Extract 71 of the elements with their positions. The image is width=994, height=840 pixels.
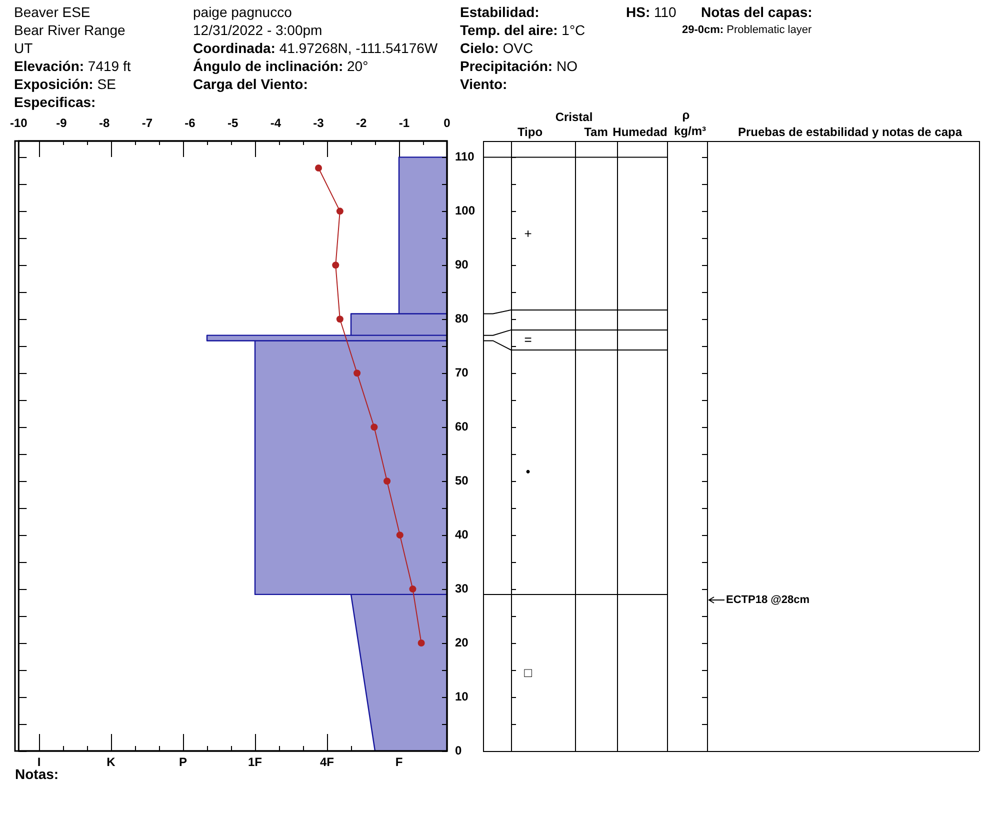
text: Bear River Range <box>14 21 126 39</box>
x-tick-label: -3 <box>313 116 324 130</box>
x-tick-label: -9 <box>56 116 68 130</box>
text: Elevación: 7419 ft <box>14 57 131 75</box>
text: Precipitación: NO <box>460 57 578 75</box>
x-tick-label: -4 <box>270 116 282 130</box>
text: Notas del capas: <box>701 4 812 20</box>
x-tick-label: -5 <box>228 116 238 130</box>
text: 4F <box>320 755 334 769</box>
text: □ <box>524 664 532 680</box>
text: Cielo: OVC <box>460 39 534 57</box>
x-tick-label: -8 <box>99 116 110 130</box>
y-tick-label: 60 <box>455 419 469 434</box>
y-tick-label: 20 <box>455 635 469 650</box>
y-tick-label: 110 <box>455 150 475 164</box>
text: Cristal <box>555 110 593 124</box>
text: Coordinada: 41.97268N, -111.54176W <box>193 39 438 57</box>
y-tick-label: 10 <box>455 689 469 704</box>
text: paige pagnucco <box>193 3 292 21</box>
point <box>418 640 425 647</box>
point <box>370 424 378 431</box>
text: P <box>178 755 188 769</box>
text: I <box>37 755 41 769</box>
point <box>336 316 344 323</box>
x-tick-label: -6 <box>184 116 196 130</box>
x-tick-label: -2 <box>356 116 367 130</box>
x-tick-label: -7 <box>142 116 153 130</box>
point <box>332 262 340 269</box>
text: Tam <box>584 125 608 139</box>
text: Pruebas de estabilidad y notas de capa <box>738 125 962 139</box>
text: Estabilidad: <box>460 4 540 20</box>
text: 12/31/2022 - 3:00pm <box>193 21 322 39</box>
y-tick-label: 80 <box>455 311 469 326</box>
text: ρ <box>682 108 690 122</box>
text: 1F <box>248 755 262 769</box>
text: • <box>526 464 530 480</box>
text: ECTP18 @28cm <box>726 593 810 607</box>
text: 29-0cm: Problematic layer <box>682 23 812 37</box>
x-tick-label: -1 <box>398 116 410 130</box>
point <box>354 370 361 377</box>
text: K <box>106 755 116 769</box>
y-tick-label: 0 <box>455 743 462 758</box>
text: + <box>524 226 532 241</box>
text: kg/m³ <box>674 124 706 138</box>
text: Especificas: <box>14 94 96 110</box>
point <box>336 208 344 215</box>
text: Temp. del aire: 1°C <box>460 21 586 39</box>
text: Ángulo de inclinación: 20° <box>193 57 368 75</box>
point <box>384 478 391 485</box>
text: Beaver ESE <box>14 3 90 21</box>
text: Humedad <box>612 125 668 139</box>
text: UT <box>14 39 33 57</box>
point <box>315 164 322 172</box>
text: Notas: <box>15 766 59 782</box>
text: Exposición: SE <box>14 75 116 93</box>
x-tick-label: 0 <box>444 116 451 130</box>
text: HS: 110 <box>626 3 676 21</box>
text: Tipo <box>517 125 543 139</box>
point <box>409 586 416 593</box>
text: = <box>524 332 532 347</box>
y-tick-label: 70 <box>455 365 469 380</box>
x-tick-label: -10 <box>10 116 28 130</box>
text: F <box>395 755 403 769</box>
y-tick-label: 30 <box>455 581 469 596</box>
text: Viento: <box>460 76 508 92</box>
y-tick-label: 100 <box>455 203 476 218</box>
text: Carga del Viento: <box>193 76 308 92</box>
y-tick-label: 40 <box>455 527 469 542</box>
y-tick-label: 50 <box>455 473 469 488</box>
point <box>396 532 404 539</box>
y-tick-label: 90 <box>455 257 469 272</box>
